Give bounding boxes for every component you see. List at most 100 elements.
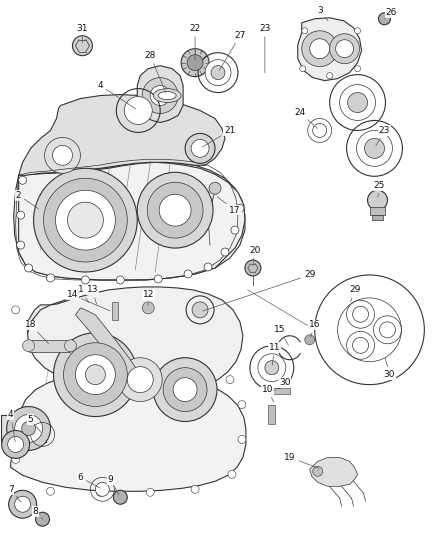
Circle shape: [205, 60, 231, 86]
Circle shape: [64, 340, 77, 352]
Circle shape: [34, 168, 137, 272]
Circle shape: [14, 415, 42, 442]
Text: 23: 23: [259, 25, 271, 73]
Circle shape: [163, 368, 207, 411]
Text: 18: 18: [25, 320, 49, 344]
Text: 15: 15: [274, 325, 289, 345]
Polygon shape: [11, 372, 246, 491]
Text: 20: 20: [249, 246, 261, 265]
Bar: [112, 302, 118, 320]
Polygon shape: [19, 163, 245, 280]
Text: 24: 24: [294, 108, 318, 128]
Circle shape: [211, 66, 225, 79]
Circle shape: [258, 354, 286, 382]
Circle shape: [330, 34, 360, 63]
Bar: [371, 215, 384, 220]
Circle shape: [95, 482, 110, 496]
Text: 29: 29: [203, 270, 315, 311]
Circle shape: [137, 172, 213, 248]
Circle shape: [75, 355, 115, 394]
Text: 11: 11: [269, 343, 281, 365]
Circle shape: [313, 124, 327, 138]
Circle shape: [314, 275, 424, 385]
Circle shape: [265, 361, 279, 375]
Circle shape: [313, 466, 323, 477]
Circle shape: [238, 435, 246, 443]
Text: 12: 12: [142, 290, 154, 305]
Circle shape: [64, 343, 127, 407]
Circle shape: [17, 211, 25, 219]
Circle shape: [85, 365, 106, 385]
Polygon shape: [14, 163, 245, 280]
Circle shape: [56, 190, 115, 250]
Circle shape: [72, 36, 92, 55]
Circle shape: [357, 131, 392, 166]
Text: 29: 29: [349, 286, 360, 302]
Text: 30: 30: [384, 358, 395, 379]
Text: 27: 27: [219, 31, 246, 70]
Circle shape: [191, 140, 209, 157]
Circle shape: [142, 302, 154, 314]
Text: 1: 1: [78, 286, 89, 303]
Circle shape: [53, 333, 137, 416]
Text: 14: 14: [67, 290, 110, 311]
Circle shape: [2, 431, 30, 458]
Circle shape: [355, 28, 360, 34]
Circle shape: [300, 66, 306, 71]
Circle shape: [367, 190, 388, 210]
Circle shape: [231, 226, 239, 234]
Text: 6: 6: [78, 473, 100, 488]
Circle shape: [45, 138, 81, 173]
Text: 4: 4: [98, 81, 136, 109]
Text: 25: 25: [374, 181, 385, 197]
Polygon shape: [75, 308, 140, 382]
Circle shape: [302, 28, 308, 34]
Circle shape: [191, 486, 199, 493]
Circle shape: [7, 407, 50, 450]
Circle shape: [53, 146, 72, 165]
Circle shape: [192, 302, 208, 318]
Circle shape: [117, 276, 124, 284]
Circle shape: [96, 488, 104, 496]
Circle shape: [339, 85, 375, 120]
Text: 16: 16: [309, 320, 321, 337]
Text: 4: 4: [8, 410, 15, 442]
Circle shape: [209, 182, 221, 194]
Circle shape: [118, 358, 162, 401]
Ellipse shape: [158, 92, 176, 100]
Circle shape: [238, 401, 246, 409]
Circle shape: [185, 133, 215, 163]
Circle shape: [221, 248, 229, 256]
Circle shape: [67, 202, 103, 238]
Text: 10: 10: [262, 385, 274, 402]
Circle shape: [142, 78, 178, 114]
Circle shape: [204, 263, 212, 271]
Text: 23: 23: [376, 126, 390, 146]
Circle shape: [43, 178, 127, 262]
Circle shape: [19, 176, 27, 184]
Circle shape: [228, 470, 236, 478]
Polygon shape: [298, 18, 361, 80]
Circle shape: [348, 93, 367, 112]
Bar: [370, 207, 385, 215]
Circle shape: [336, 40, 353, 58]
Bar: [268, 405, 275, 424]
Circle shape: [12, 455, 20, 463]
Circle shape: [355, 66, 360, 71]
Circle shape: [236, 204, 244, 212]
Text: 22: 22: [190, 25, 201, 60]
Text: 21: 21: [202, 126, 236, 147]
Circle shape: [113, 490, 127, 504]
Circle shape: [9, 490, 37, 518]
Circle shape: [305, 335, 314, 345]
Circle shape: [159, 194, 191, 226]
Circle shape: [124, 96, 152, 124]
Circle shape: [245, 260, 261, 276]
Text: 8: 8: [33, 507, 42, 519]
Circle shape: [17, 241, 25, 249]
Bar: [28, 340, 71, 352]
Ellipse shape: [153, 88, 181, 102]
Circle shape: [173, 378, 197, 401]
Circle shape: [35, 512, 49, 526]
Circle shape: [378, 13, 390, 25]
